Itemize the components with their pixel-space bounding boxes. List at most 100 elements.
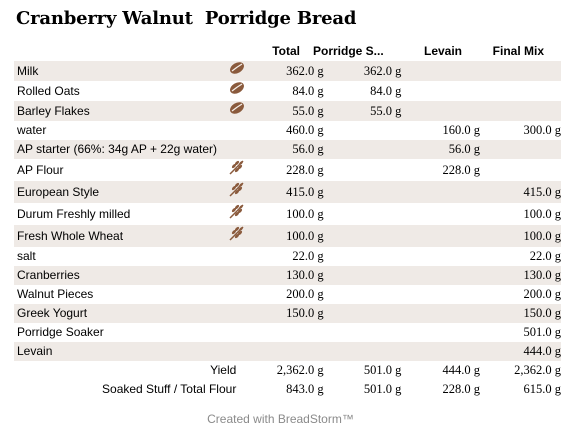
summary-row: Yield 2,362.0 g 501.0 g 444.0 g 2,362.0 g	[14, 361, 561, 380]
ingredient-name: European Style	[14, 181, 218, 204]
ingredient-name: Cranberries	[14, 266, 218, 286]
ingredient-name: Greek Yogurt	[14, 304, 218, 324]
ingredient-row: Greek Yogurt 150.0 g 150.0 g	[14, 304, 561, 324]
ingredient-row: Cranberries 130.0 g 130.0 g	[14, 266, 561, 286]
summary-final-mix: 2,362.0 g	[514, 363, 561, 378]
levain-amount	[401, 61, 481, 82]
summary-total: 2,362.0 g	[276, 363, 324, 378]
levain-amount	[401, 266, 481, 286]
porridge-amount	[324, 323, 402, 342]
wheat-icon	[228, 181, 246, 203]
final-mix-amount	[480, 81, 561, 101]
ingredient-row: Rolled Oats 84.0 g 84.0 g	[14, 81, 561, 101]
total-amount: 200.0 g	[286, 287, 324, 302]
ingredient-name: AP Flour	[17, 162, 64, 177]
porridge-amount	[323, 342, 402, 362]
final-mix-amount: 444.0 g	[480, 342, 561, 362]
porridge-amount	[324, 247, 402, 266]
total-amount	[256, 342, 324, 362]
ingredient-icon-cell	[217, 323, 256, 342]
porridge-amount: 362.0 g	[323, 61, 402, 82]
total-amount: 460.0 g	[286, 123, 324, 138]
ingredient-row: Levain 444.0 g	[14, 342, 561, 362]
final-mix-amount: 150.0 g	[480, 304, 561, 324]
levain-amount	[401, 304, 481, 324]
summary-label: Soaked Stuff / Total Flour	[102, 382, 237, 397]
wheat-icon	[228, 203, 246, 225]
ingredient-row: Porridge Soaker 501.0 g	[14, 323, 561, 342]
final-mix-amount: 22.0 g	[529, 249, 561, 264]
ingredient-icon-cell	[217, 61, 257, 82]
ingredient-icon-cell	[217, 285, 256, 304]
final-mix-amount: 415.0 g	[480, 181, 561, 204]
ingredient-name: Barley Flakes	[14, 101, 218, 122]
total-amount	[256, 323, 323, 342]
ingredient-icon-cell	[217, 266, 257, 286]
ingredient-icon-cell	[217, 247, 256, 266]
ingredient-row: Durum Freshly milled 100.0 g 100.0 g	[14, 203, 561, 225]
final-mix-amount: 100.0 g	[480, 225, 561, 248]
ingredient-icon-cell	[217, 140, 257, 160]
porridge-amount	[323, 266, 402, 286]
recipe-title: Cranberry Walnut Porridge Bread	[16, 8, 357, 29]
total-amount: 100.0 g	[286, 206, 324, 221]
seed-icon	[228, 61, 246, 81]
levain-amount	[401, 285, 480, 304]
porridge-amount: 55.0 g	[323, 101, 402, 122]
ingredient-icon-cell	[217, 81, 256, 101]
ingredient-icon-cell	[217, 159, 256, 181]
summary-porridge: 501.0 g	[363, 363, 402, 378]
ingredient-row: Milk 362.0 g 362.0 g	[14, 61, 561, 82]
ingredient-icon-cell	[217, 121, 256, 140]
ingredient-row: European Style 415.0 g 415.0 g	[14, 181, 561, 204]
final-mix-amount: 130.0 g	[480, 266, 561, 286]
levain-amount	[401, 247, 480, 266]
final-mix-amount: 200.0 g	[523, 287, 561, 302]
ingredient-name: Milk	[14, 61, 218, 82]
ingredient-name: Durum Freshly milled	[17, 206, 131, 221]
total-amount: 130.0 g	[256, 266, 324, 286]
seed-icon	[228, 81, 246, 101]
ingredient-name: Walnut Pieces	[17, 287, 94, 302]
porridge-amount	[324, 285, 402, 304]
porridge-amount	[323, 225, 402, 248]
final-mix-amount: 300.0 g	[523, 123, 561, 138]
ingredient-name: water	[17, 123, 47, 138]
final-mix-amount	[480, 101, 561, 122]
summary-final-mix: 615.0 g	[523, 382, 561, 397]
final-mix-amount	[480, 140, 561, 160]
ingredient-row: AP Flour 228.0 g 228.0 g	[14, 159, 561, 181]
total-amount: 56.0 g	[256, 140, 324, 160]
porridge-amount	[323, 304, 402, 324]
levain-amount	[401, 342, 481, 362]
final-mix-amount: 501.0 g	[523, 325, 561, 340]
ingredient-row: salt 22.0 g 22.0 g	[14, 247, 561, 266]
ingredient-name: Rolled Oats	[17, 83, 80, 98]
levain-amount	[401, 323, 480, 342]
ingredient-row: AP starter (66%: 34g AP + 22g water) 56.0…	[14, 140, 561, 160]
final-mix-amount	[480, 159, 561, 181]
porridge-amount	[324, 121, 402, 140]
seed-icon	[228, 101, 246, 121]
levain-amount	[401, 81, 480, 101]
column-header-levain: Levain	[423, 44, 462, 58]
levain-amount	[401, 101, 481, 122]
final-mix-amount	[480, 61, 561, 82]
ingredient-icon-cell	[217, 225, 257, 248]
total-amount: 55.0 g	[256, 101, 324, 122]
summary-levain: 444.0 g	[442, 363, 481, 378]
total-amount: 150.0 g	[256, 304, 324, 324]
porridge-amount	[324, 203, 402, 225]
footer-credit: Created with BreadStorm™	[207, 412, 354, 426]
levain-amount	[401, 225, 481, 248]
summary-levain: 228.0 g	[442, 382, 481, 397]
ingredient-icon-cell	[217, 101, 257, 122]
total-amount: 84.0 g	[292, 83, 324, 98]
levain-amount	[401, 181, 481, 204]
wheat-icon	[228, 159, 246, 181]
levain-amount: 56.0 g	[401, 140, 481, 160]
ingredient-name: Fresh Whole Wheat	[14, 225, 218, 248]
total-amount: 362.0 g	[256, 61, 324, 82]
ingredient-row: Barley Flakes 55.0 g 55.0 g	[14, 101, 561, 122]
total-amount: 100.0 g	[256, 225, 324, 248]
